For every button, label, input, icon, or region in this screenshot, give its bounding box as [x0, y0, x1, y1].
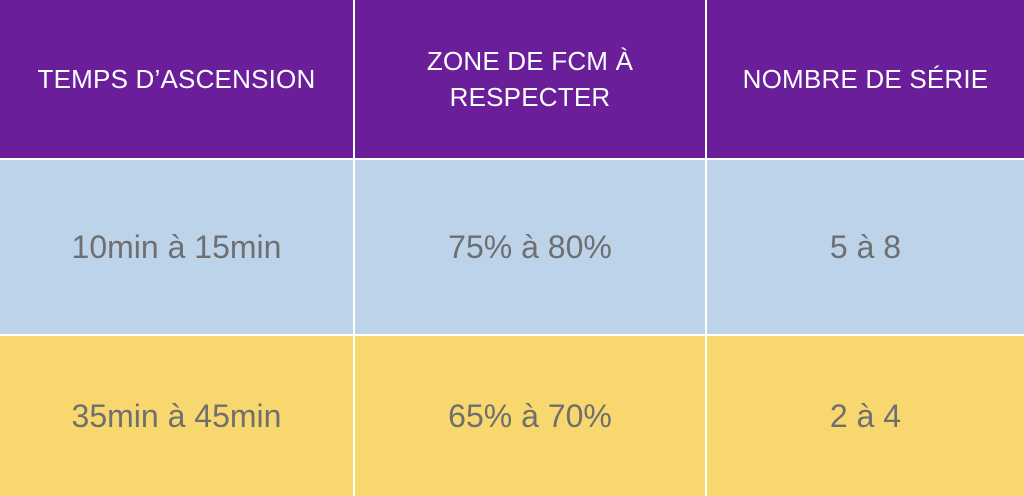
header-nombre-serie: NOMBRE DE SÉRIE: [707, 0, 1024, 160]
row2-zone-cell: 65% à 70%: [355, 336, 707, 496]
header-temps-ascension: TEMPS D’ASCENSION: [0, 0, 355, 160]
row2-serie-cell: 2 à 4: [707, 336, 1024, 496]
header-zone-fcm: ZONE DE FCM À RESPECTER: [355, 0, 707, 160]
row1-temps-cell: 10min à 15min: [0, 160, 355, 336]
row1-zone-cell: 75% à 80%: [355, 160, 707, 336]
row2-temps-cell: 35min à 45min: [0, 336, 355, 496]
row1-serie-cell: 5 à 8: [707, 160, 1024, 336]
